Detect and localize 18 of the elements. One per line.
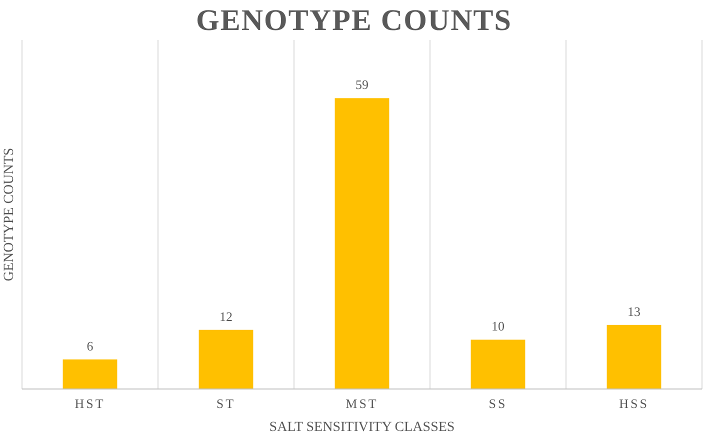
x-tick-label: HST [74,396,106,412]
data-label: 12 [220,308,232,324]
bar [606,324,662,389]
data-label: 13 [628,304,640,319]
data-label: 10 [492,318,504,334]
x-axis-title: SALT SENSITIVITY CLASSES [269,420,455,435]
data-label: 59 [356,77,368,92]
chart-title: GENOTYPE COUNTS [196,4,512,37]
bar [334,98,390,389]
bar [470,340,526,389]
y-axis-title: GENOTYPE COUNTS [2,148,17,282]
x-tick-label: HSS [619,396,649,412]
x-tick-label: MST [346,396,378,412]
bar [198,330,254,389]
x-tick-label: SS [488,396,508,412]
x-tick-label: ST [216,396,236,412]
bar [62,359,118,389]
data-label: 6 [86,338,94,354]
